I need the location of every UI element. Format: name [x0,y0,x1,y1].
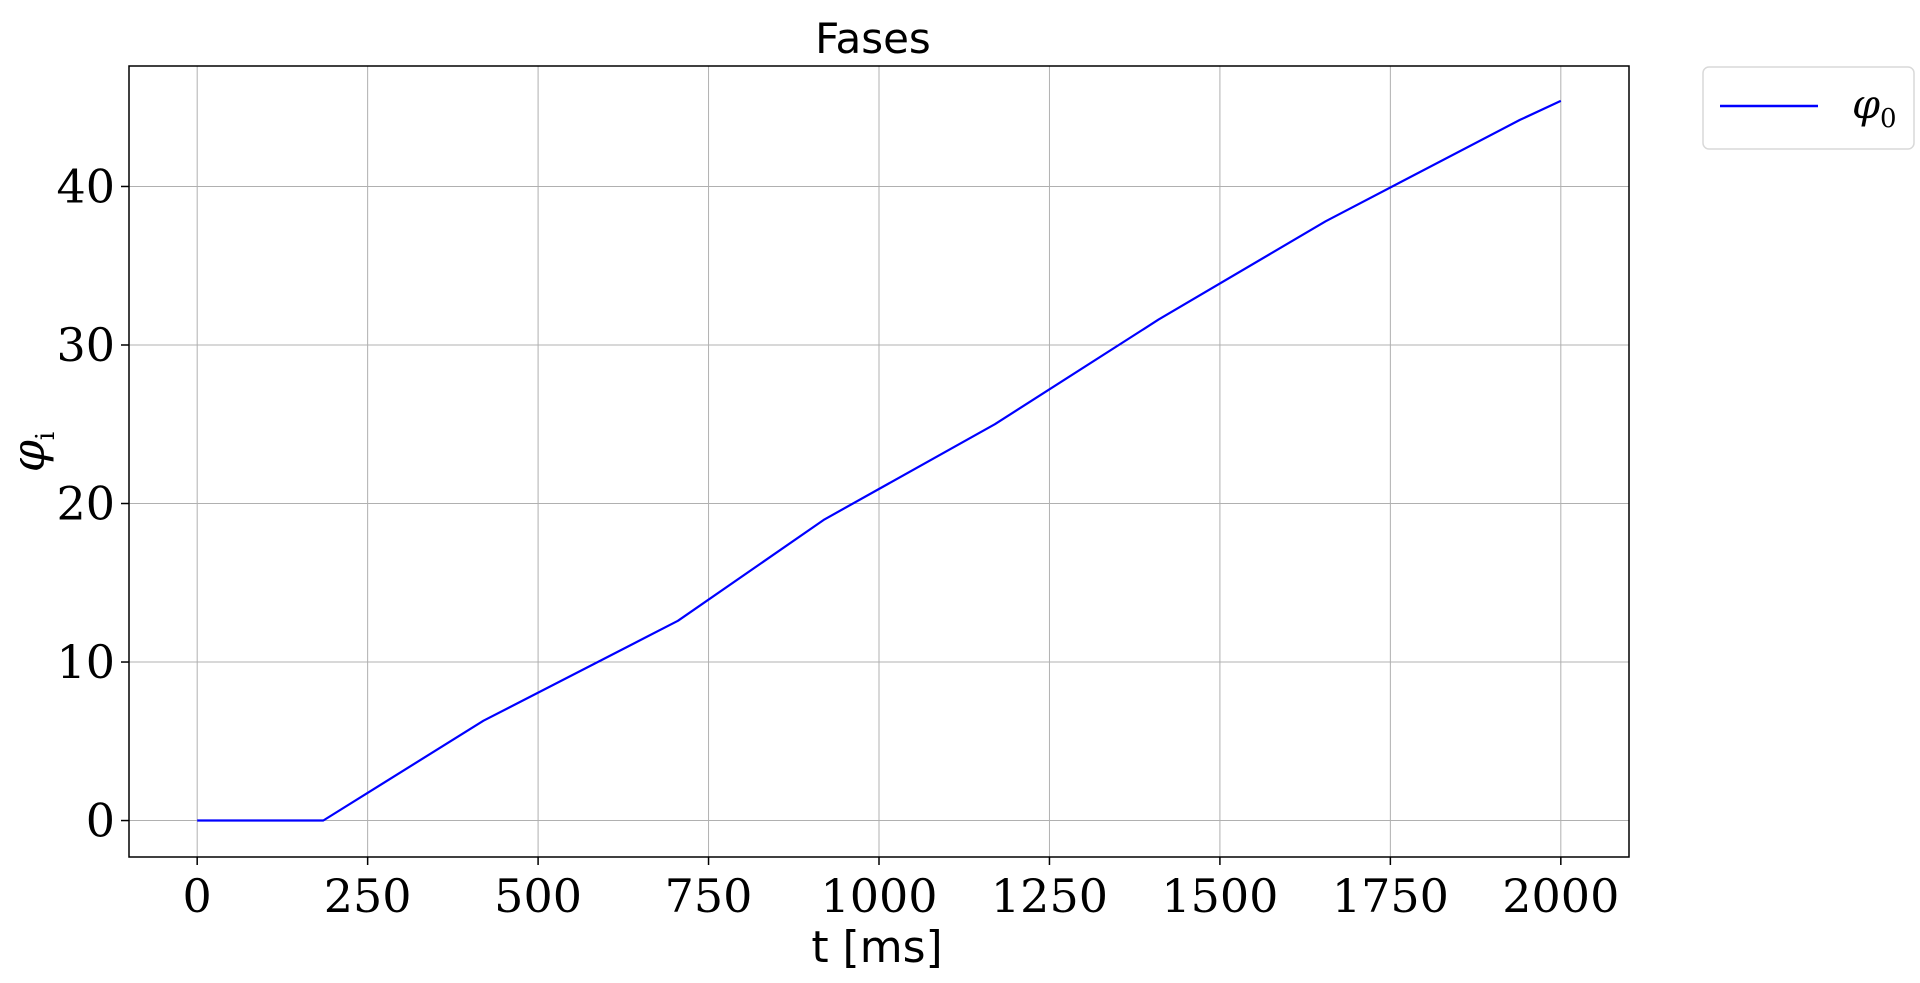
svg-text:φi: φi [1,432,61,473]
chart-title: Fases [815,14,931,63]
y-axis-label-subscript: i [31,432,61,440]
x-tick-label: 1500 [1161,869,1278,923]
y-tick-label: 10 [56,635,115,689]
x-axis-label: t [ms] [811,922,942,973]
x-tick-label: 2000 [1502,869,1619,923]
series-line-0 [197,99,1562,822]
y-tick-label: 20 [56,477,115,531]
series-layer [197,99,1562,822]
x-tick-label: 1250 [991,869,1108,923]
x-tick-label: 500 [494,869,582,923]
y-axis-label: φi [1,432,61,473]
y-tick-label: 0 [86,794,115,848]
x-tick-label: 1750 [1332,869,1449,923]
x-tick-label: 0 [183,869,212,923]
y-tick-label: 30 [56,318,115,372]
legend-box [1702,66,1915,150]
x-tick-label: 1000 [820,869,937,923]
y-tick-label: 40 [56,159,115,213]
legend-label-subscript: 0 [1880,104,1897,134]
ticks-layer: 0 250 500 750 1000 1250 1500 1750 2000 0 10 20 30 40 [56,159,1619,923]
legend-label-symbol: φ [1852,82,1880,128]
grid [129,66,1629,857]
x-tick-label: 250 [324,869,412,923]
svg-text:φ0: φ0 [1852,82,1897,134]
x-tick-label: 750 [665,869,753,923]
y-axis-label-symbol: φ [1,439,55,472]
legend: φ0 [1702,66,1915,150]
